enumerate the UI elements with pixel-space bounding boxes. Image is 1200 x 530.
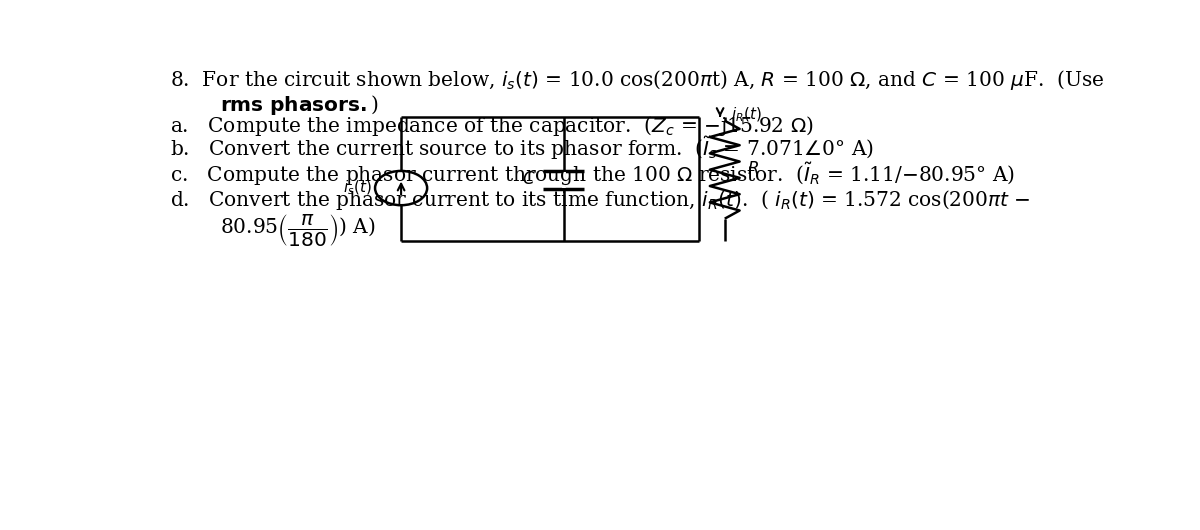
Text: $R$: $R$: [748, 161, 760, 178]
Text: b.   Convert the current source to its phasor form.  ($\tilde{I}_s$ = 7.071$\ang: b. Convert the current source to its pha…: [170, 135, 875, 162]
Text: $C$: $C$: [522, 171, 536, 188]
Text: 8.  For the circuit shown below, $i_s(t)$ = 10.0 cos(200$\pi$t) A, $R$ = 100 $\O: 8. For the circuit shown below, $i_s(t)$…: [170, 68, 1105, 93]
Text: d.   Convert the phasor current to its time function, $i_R(t)$.  ( $i_R(t)$ = 1.: d. Convert the phasor current to its tim…: [170, 188, 1031, 211]
Text: 80.95$\left(\dfrac{\pi}{180}\right)$) A): 80.95$\left(\dfrac{\pi}{180}\right)$) A): [220, 212, 376, 248]
Text: a.   Compute the impedance of the capacitor.  ($Z_c$ = $-$j15.92 $\Omega$): a. Compute the impedance of the capacito…: [170, 114, 814, 138]
Text: $i_R(t)$: $i_R(t)$: [731, 105, 762, 124]
Text: c.   Compute the phasor current through the 100 $\Omega$ resistor.  ($\tilde{I}_: c. Compute the phasor current through th…: [170, 161, 1015, 188]
Text: $i_s(t)$: $i_s(t)$: [342, 179, 371, 197]
Text: $\mathbf{rms\ phasors.}$): $\mathbf{rms\ phasors.}$): [220, 93, 379, 117]
